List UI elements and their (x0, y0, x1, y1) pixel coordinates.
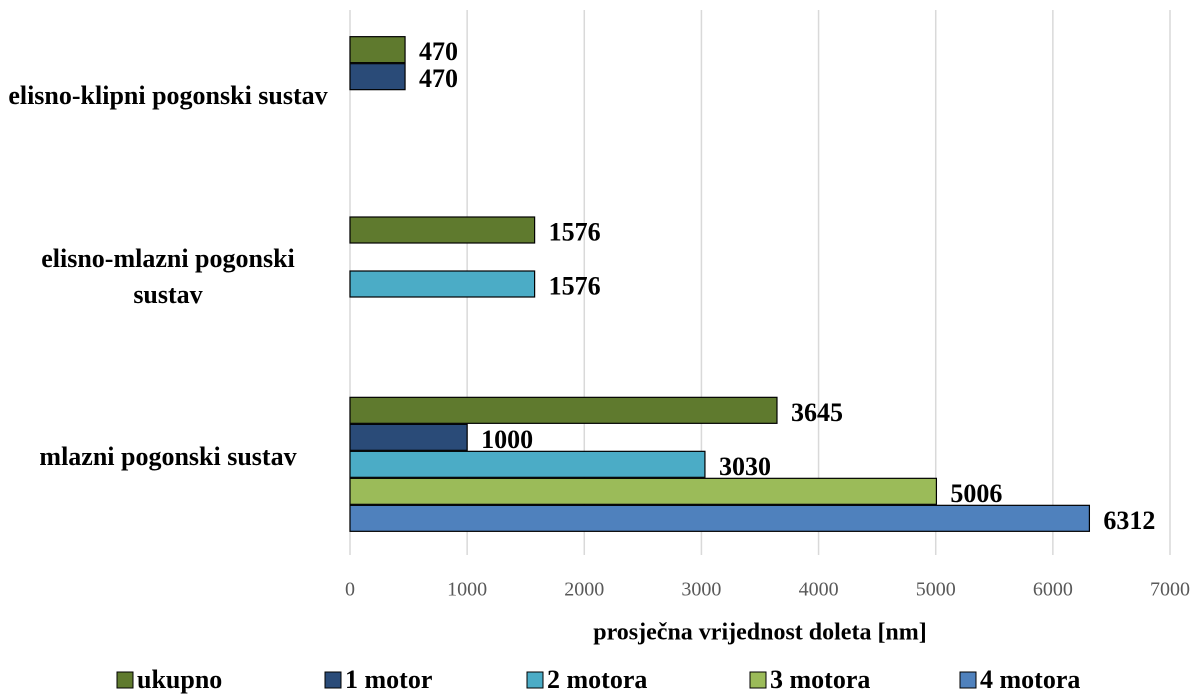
category-label: elisno-klipni pogonski sustav (8, 81, 328, 111)
category-label: mlazni pogonski sustav (39, 441, 297, 471)
bar (349, 270, 536, 298)
x-tick-label: 2000 (564, 579, 604, 601)
bar (349, 216, 536, 244)
bar (349, 477, 938, 505)
data-label: 5006 (950, 479, 1002, 508)
x-tick-label: 7000 (1150, 579, 1190, 601)
x-tick-label: 6000 (1033, 579, 1073, 601)
legend-label: 1 motor (345, 665, 432, 694)
bar (349, 504, 1091, 532)
bar (349, 63, 406, 91)
data-label: 470 (419, 64, 458, 93)
legend-label: ukupno (137, 665, 222, 694)
x-tick-label: 3000 (681, 579, 721, 601)
data-label: 470 (419, 37, 458, 66)
data-label: 3030 (719, 452, 771, 481)
bar (349, 396, 778, 424)
data-label: 1576 (549, 217, 601, 246)
data-label: 6312 (1103, 506, 1155, 535)
legend-label: 3 motora (770, 665, 870, 694)
x-tick-label: 5000 (916, 579, 956, 601)
data-label: 3645 (791, 398, 843, 427)
legend-swatch (526, 671, 544, 689)
x-tick-label: 4000 (799, 579, 839, 601)
legend-swatch (959, 671, 977, 689)
category-label: elisno-mlazni pogonski sustav (41, 243, 295, 309)
x-tick-label: 0 (345, 579, 355, 601)
x-axis-title: prosječna vrijednost doleta [nm] (593, 620, 927, 646)
legend-swatch (116, 671, 134, 689)
bar (349, 450, 706, 478)
bar (349, 423, 468, 451)
x-tick-label: 1000 (447, 579, 487, 601)
legend-swatch (749, 671, 767, 689)
legend-label: 4 motora (980, 665, 1080, 694)
data-label: 1000 (481, 425, 533, 454)
legend-swatch (324, 671, 342, 689)
legend-label: 2 motora (547, 665, 647, 694)
bar (349, 36, 406, 64)
data-label: 1576 (549, 271, 601, 300)
